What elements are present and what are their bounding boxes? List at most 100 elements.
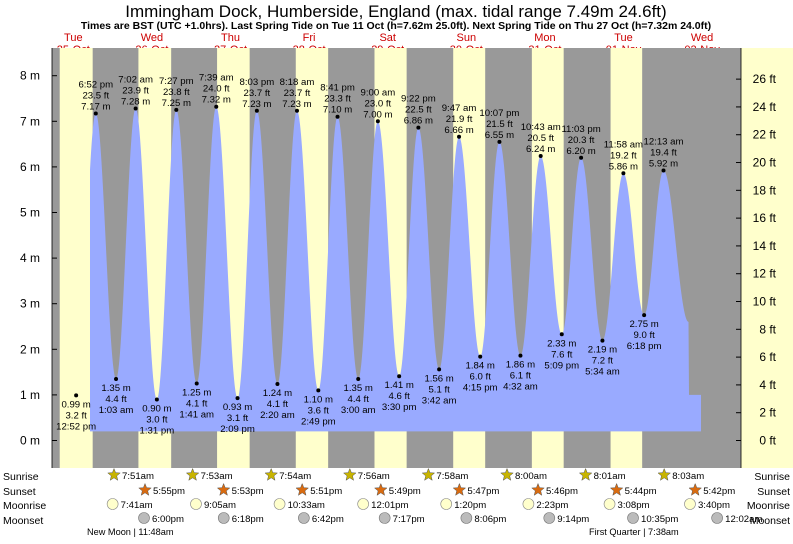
low-tide-feet: 3.2 ft [65, 410, 87, 421]
low-tide-time: 2:49 pm [301, 416, 336, 427]
y-tick-label-ft: 6 ft [759, 350, 776, 364]
low-tide-feet: 4.4 ft [348, 394, 370, 405]
low-tide-feet: 3.6 ft [308, 405, 330, 416]
low-tide-feet: 4.1 ft [267, 399, 289, 410]
y-tick-label-ft: 8 ft [759, 322, 776, 336]
moonset-time: 10:35pm [641, 514, 678, 525]
moonset-icon [298, 512, 310, 524]
high-tide-feet: 23.8 ft [163, 87, 190, 98]
low-tide-time: 6:18 pm [627, 341, 662, 352]
sunrise-time: 7:54am [279, 471, 311, 482]
moonset-icon [627, 512, 639, 524]
moonrise-time: 3:08pm [618, 500, 650, 511]
tide-point [518, 353, 523, 358]
moonrise-icon [357, 498, 369, 510]
tide-point [497, 139, 502, 144]
sunrise-time: 7:56am [358, 471, 390, 482]
y-tick-label-m: 0 m [20, 434, 40, 448]
tide-point [214, 104, 219, 109]
day-name-label: Thu [221, 32, 240, 44]
low-tide-feet: 5.1 ft [428, 384, 450, 395]
high-tide-metres: 5.92 m [649, 159, 678, 170]
moonset-label-left: Moonset [3, 515, 43, 527]
low-tide-feet: 3.1 ft [227, 413, 249, 424]
day-name-label: Sat [379, 32, 396, 44]
y-tick-label-ft: 24 ft [753, 100, 777, 114]
moonrise-time: 9:05am [204, 500, 236, 511]
moonset-time: 7:17pm [393, 514, 425, 525]
high-tide-metres: 6.66 m [444, 125, 473, 136]
high-tide-time: 11:58 am [604, 139, 643, 150]
high-tide-time: 8:41 pm [320, 83, 355, 94]
sunrise-time: 7:53am [201, 471, 233, 482]
low-tide-metres: 2.19 m [588, 345, 617, 356]
tide-point [254, 108, 259, 113]
moonset-time: 8:06pm [474, 514, 506, 525]
low-tide-feet: 3.0 ft [146, 414, 168, 425]
moonset-time: 6:42pm [312, 514, 344, 525]
sunrise-icon [500, 467, 514, 481]
tide-point [579, 155, 584, 160]
low-tide-feet: 4.6 ft [388, 391, 410, 402]
sunrise-time: 8:00am [515, 471, 547, 482]
high-tide-time: 6:52 pm [78, 80, 113, 91]
sunset-icon [531, 482, 545, 496]
low-tide-metres: 1.86 m [506, 360, 535, 371]
sunset-time: 5:47pm [467, 486, 499, 497]
y-tick-label-ft: 14 ft [753, 239, 777, 253]
low-tide-time: 5:34 am [585, 367, 620, 378]
high-tide-feet: 23.5 ft [82, 91, 109, 102]
low-tide-metres: 0.99 m [61, 399, 90, 410]
low-tide-time: 4:32 am [503, 382, 538, 393]
sunrise-icon [342, 467, 357, 481]
moonset-label-right: Moonset [750, 515, 790, 527]
high-tide-feet: 21.5 ft [486, 119, 513, 130]
low-tide-feet: 6.0 ft [470, 372, 492, 383]
sunset-time: 5:51pm [310, 486, 342, 497]
tide-point [621, 171, 626, 176]
low-tide-feet: 4.1 ft [186, 399, 208, 410]
tide-point [74, 393, 79, 398]
high-tide-feet: 23.9 ft [122, 86, 149, 97]
y-tick-label-ft: 26 ft [753, 72, 777, 86]
low-tide-feet: 4.4 ft [105, 394, 127, 405]
chart-title: Immingham Dock, Humberside, England (max… [125, 2, 666, 21]
sunrise-icon [421, 467, 436, 481]
high-tide-feet: 24.0 ft [203, 84, 230, 95]
y-tick-label-ft: 22 ft [753, 128, 777, 142]
tide-point [538, 153, 543, 158]
high-tide-feet: 19.2 ft [610, 150, 637, 161]
tide-point [478, 354, 483, 359]
tide-point [416, 125, 421, 130]
moonrise-time: 3:40pm [698, 500, 730, 511]
daylight-band [741, 48, 793, 468]
new-moon-note: New Moon | 11:48am [87, 527, 174, 537]
y-tick-label-ft: 10 ft [753, 295, 777, 309]
moonrise-icon [440, 498, 453, 510]
low-tide-metres: 1.41 m [384, 380, 413, 391]
low-tide-metres: 1.84 m [466, 361, 495, 372]
y-tick-label-m: 4 m [20, 251, 40, 265]
tide-point [93, 111, 98, 116]
sunrise-label-right: Sunrise [754, 471, 790, 483]
sunrise-time: 8:03am [672, 471, 704, 482]
high-tide-time: 8:18 am [280, 77, 315, 88]
high-tide-metres: 7.32 m [202, 95, 231, 106]
sunrise-label-left: Sunrise [3, 471, 39, 483]
low-tide-feet: 7.6 ft [551, 349, 573, 360]
first-quarter-note: First Quarter | 7:38am [589, 527, 679, 537]
high-tide-feet: 23.3 ft [324, 94, 351, 105]
sunset-time: 5:42pm [703, 486, 735, 497]
moonrise-icon [603, 498, 616, 510]
moonset-icon [543, 512, 556, 524]
sunrise-icon [657, 467, 672, 481]
sunset-icon [452, 482, 467, 496]
y-tick-label-m: 3 m [20, 297, 40, 311]
moonset-time: 12:02am [725, 514, 762, 525]
high-tide-time: 9:47 am [442, 103, 477, 114]
sunrise-time: 8:01am [594, 471, 626, 482]
high-tide-time: 10:07 pm [479, 108, 519, 119]
high-tide-metres: 7.25 m [162, 98, 191, 109]
